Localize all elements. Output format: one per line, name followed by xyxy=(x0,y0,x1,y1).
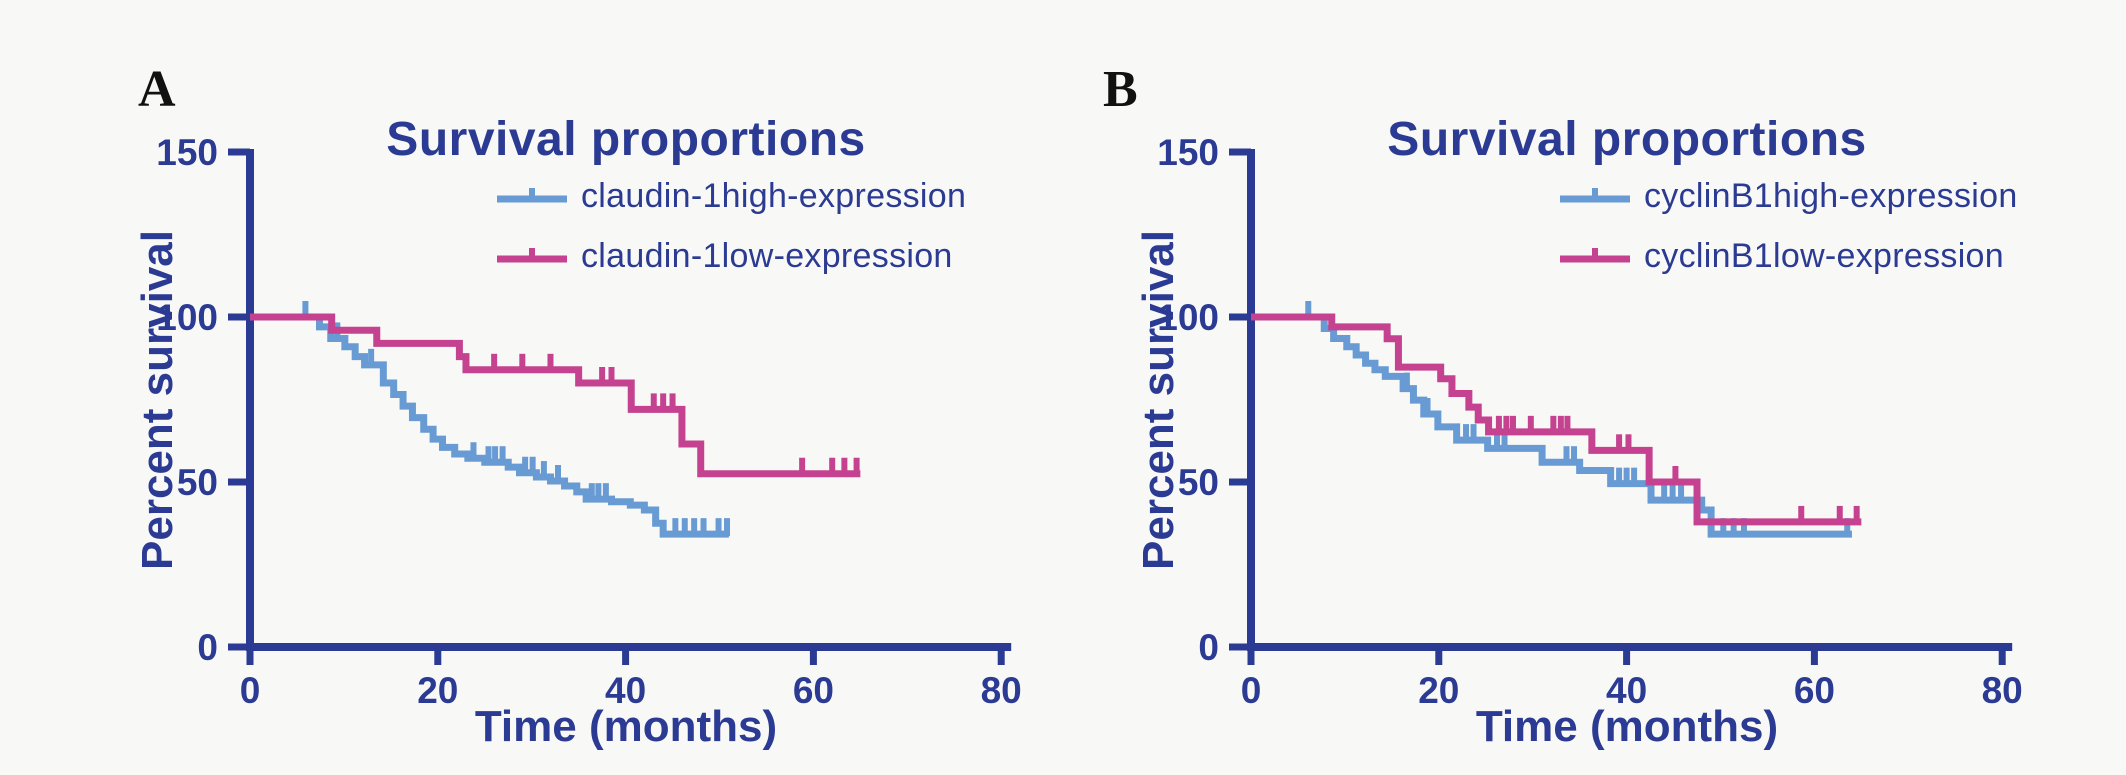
x-tick-label: 40 xyxy=(1606,670,1647,711)
y-tick-label: 150 xyxy=(1157,132,1219,173)
panel-label: A xyxy=(138,61,176,118)
x-tick-label: 20 xyxy=(1418,670,1459,711)
legend-label: claudin-1low-expression xyxy=(581,236,953,275)
y-tick-label: 100 xyxy=(1157,297,1219,338)
x-tick-label: 60 xyxy=(793,670,834,711)
panel-a: A Survival proportions Percent survival … xyxy=(133,61,1022,752)
legend-marker-high-icon xyxy=(1560,188,1630,203)
legend-marker-low-icon xyxy=(1560,248,1630,263)
legend-item: cyclinB1high-expression xyxy=(1558,166,2018,226)
legend-item: claudin-1low-expression xyxy=(495,226,966,286)
x-tick-label: 20 xyxy=(417,670,458,711)
y-tick-label: 50 xyxy=(177,462,218,503)
y-tick-label: 0 xyxy=(197,627,218,668)
chart-title: Survival proportions xyxy=(386,113,866,166)
claudin-1high-expression-curve xyxy=(250,313,729,538)
x-tick-label: 60 xyxy=(1794,670,1835,711)
legend-marker-low-icon xyxy=(497,248,567,263)
x-axis-title: Time (months) xyxy=(474,702,778,751)
x-tick-label: 80 xyxy=(1982,670,2023,711)
y-tick-label: 150 xyxy=(156,132,218,173)
panel-b: B Survival proportions Percent survival … xyxy=(1063,0,2126,775)
x-tick-label: 80 xyxy=(981,670,1022,711)
chart-title: Survival proportions xyxy=(1387,113,1867,166)
x-tick-label: 0 xyxy=(1241,670,1262,711)
y-tick-label: 100 xyxy=(156,297,218,338)
x-tick-label: 0 xyxy=(240,670,261,711)
x-tick-label: 40 xyxy=(605,670,646,711)
y-tick-label: 0 xyxy=(1198,627,1219,668)
km-plot: 0 50 100 150 0 20 40 60 80 xyxy=(156,132,1022,711)
legend-item: cyclinB1low-expression xyxy=(1558,226,2018,286)
panel-label: B xyxy=(1103,61,1138,118)
legend: cyclinB1high-expression cyclinB1low-expr… xyxy=(1558,166,2018,286)
x-axis-title: Time (months) xyxy=(1475,702,1779,751)
cyclinB1low-expression-curve xyxy=(1251,313,1862,526)
legend-label: claudin-1high-expression xyxy=(581,176,967,215)
y-tick-label: 50 xyxy=(1178,462,1219,503)
km-plot: 0 50 100 150 0 20 40 60 80 xyxy=(1157,132,2023,711)
cyclinB1high-expression-curve xyxy=(1251,313,1852,538)
legend-item: claudin-1high-expression xyxy=(495,166,966,226)
legend: claudin-1high-expression claudin-1low-ex… xyxy=(495,166,966,286)
legend-label: cyclinB1low-expression xyxy=(1644,236,2004,275)
legend-label: cyclinB1high-expression xyxy=(1644,176,2018,215)
legend-marker-high-icon xyxy=(497,188,567,203)
